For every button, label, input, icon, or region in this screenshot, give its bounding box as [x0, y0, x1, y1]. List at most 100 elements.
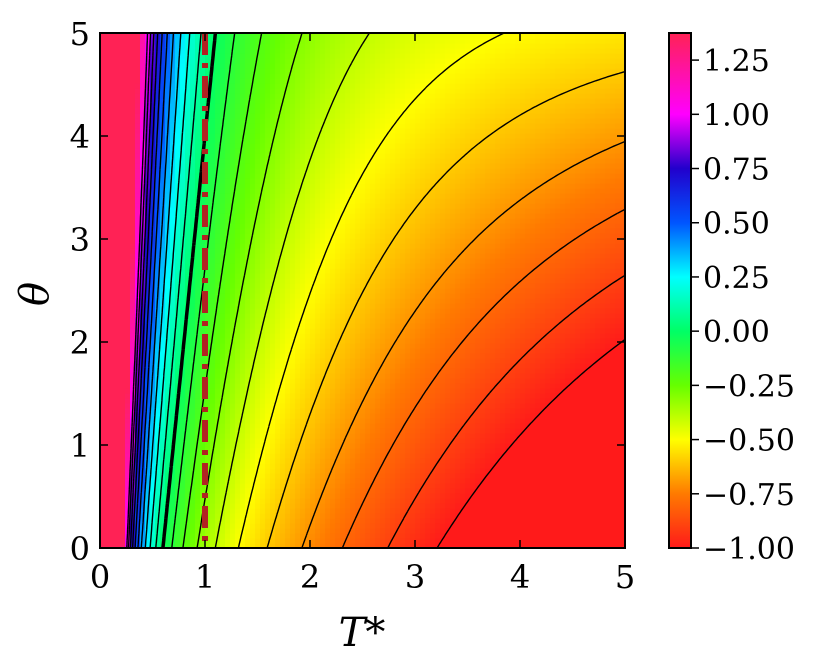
heatmap-cell — [330, 293, 336, 299]
heatmap-cell — [280, 498, 286, 504]
heatmap-cell — [310, 513, 316, 519]
heatmap-cell — [285, 428, 291, 434]
heatmap-cell — [125, 53, 131, 59]
heatmap-cell — [225, 303, 231, 309]
heatmap-cell — [295, 463, 301, 469]
heatmap-cell — [260, 253, 266, 259]
heatmap-cell — [240, 308, 246, 314]
heatmap-cell — [115, 353, 121, 359]
heatmap-cell — [110, 158, 116, 164]
heatmap-cell — [315, 448, 321, 454]
heatmap-cell — [140, 313, 146, 319]
heatmap-cell — [175, 288, 181, 294]
heatmap-cell — [150, 323, 156, 329]
heatmap-cell — [100, 378, 106, 384]
heatmap-cell — [265, 418, 271, 424]
heatmap-cell — [130, 213, 136, 219]
heatmap-cell — [195, 498, 201, 504]
heatmap-cell — [115, 213, 121, 219]
heatmap-cell — [265, 338, 271, 344]
heatmap-cell — [300, 283, 306, 289]
heatmap-cell — [135, 248, 141, 254]
heatmap-cell — [320, 143, 326, 149]
heatmap-cell — [100, 63, 106, 69]
heatmap-cell — [325, 383, 331, 389]
heatmap-cell — [190, 103, 196, 109]
heatmap-cell — [290, 188, 296, 194]
heatmap-cell — [250, 53, 256, 59]
heatmap-cell — [275, 333, 281, 339]
heatmap-cell — [290, 153, 296, 159]
heatmap-cell — [190, 143, 196, 149]
heatmap-cell — [105, 178, 111, 184]
heatmap-cell — [270, 363, 276, 369]
heatmap-cell — [205, 288, 211, 294]
heatmap-cell — [255, 363, 261, 369]
heatmap-cell — [250, 343, 256, 349]
heatmap-cell — [135, 143, 141, 149]
heatmap-cell — [210, 253, 216, 259]
heatmap-cell — [155, 178, 161, 184]
heatmap-cell — [170, 473, 176, 479]
heatmap-cell — [290, 238, 296, 244]
heatmap-cell — [300, 208, 306, 214]
heatmap-cell — [310, 173, 316, 179]
heatmap-cell — [195, 458, 201, 464]
heatmap-cell — [250, 108, 256, 114]
heatmap-cell — [210, 543, 216, 548]
heatmap-cell — [330, 73, 336, 79]
heatmap-cell — [250, 258, 256, 264]
heatmap-cell — [105, 113, 111, 119]
heatmap-cell — [330, 143, 336, 149]
heatmap-cell — [225, 198, 231, 204]
heatmap-cell — [295, 403, 301, 409]
heatmap-cell — [235, 203, 241, 209]
heatmap-cell — [275, 433, 281, 439]
heatmap-cell — [100, 403, 106, 409]
heatmap-cell — [305, 188, 311, 194]
heatmap-cell — [195, 403, 201, 409]
heatmap-cell — [155, 188, 161, 194]
heatmap-cell — [255, 298, 261, 304]
heatmap-cell — [160, 488, 166, 494]
heatmap-cell — [100, 88, 106, 94]
heatmap-cell — [255, 328, 261, 334]
heatmap-cell — [300, 133, 306, 139]
heatmap-cell — [265, 533, 271, 539]
heatmap-cell — [230, 353, 236, 359]
heatmap-cell — [220, 103, 226, 109]
heatmap-cell — [280, 308, 286, 314]
heatmap-cell — [300, 78, 306, 84]
heatmap-cell — [105, 393, 111, 399]
heatmap-cell — [155, 48, 161, 54]
heatmap-cell — [310, 108, 316, 114]
heatmap-cell — [215, 248, 221, 254]
heatmap-cell — [185, 283, 191, 289]
heatmap-cell — [245, 353, 251, 359]
heatmap-cell — [265, 503, 271, 509]
heatmap-cell — [270, 93, 276, 99]
heatmap-cell — [335, 133, 341, 139]
heatmap-cell — [115, 223, 121, 229]
heatmap-cell — [305, 263, 311, 269]
heatmap-cell — [280, 313, 286, 319]
heatmap-cell — [325, 463, 331, 469]
heatmap-cell — [195, 123, 201, 129]
heatmap-cell — [330, 273, 336, 279]
heatmap-cell — [270, 123, 276, 129]
heatmap-cell — [150, 173, 156, 179]
heatmap-cell — [190, 163, 196, 169]
heatmap-cell — [310, 303, 316, 309]
heatmap-cell — [110, 453, 116, 459]
heatmap-cell — [315, 428, 321, 434]
heatmap-cell — [220, 73, 226, 79]
heatmap-cell — [265, 188, 271, 194]
heatmap-cell — [265, 153, 271, 159]
heatmap-cell — [125, 133, 131, 139]
heatmap-cell — [325, 208, 331, 214]
heatmap-cell — [335, 538, 341, 544]
heatmap-cell — [160, 398, 166, 404]
heatmap-cell — [130, 208, 136, 214]
heatmap-cell — [165, 243, 171, 249]
heatmap-cell — [105, 503, 111, 509]
